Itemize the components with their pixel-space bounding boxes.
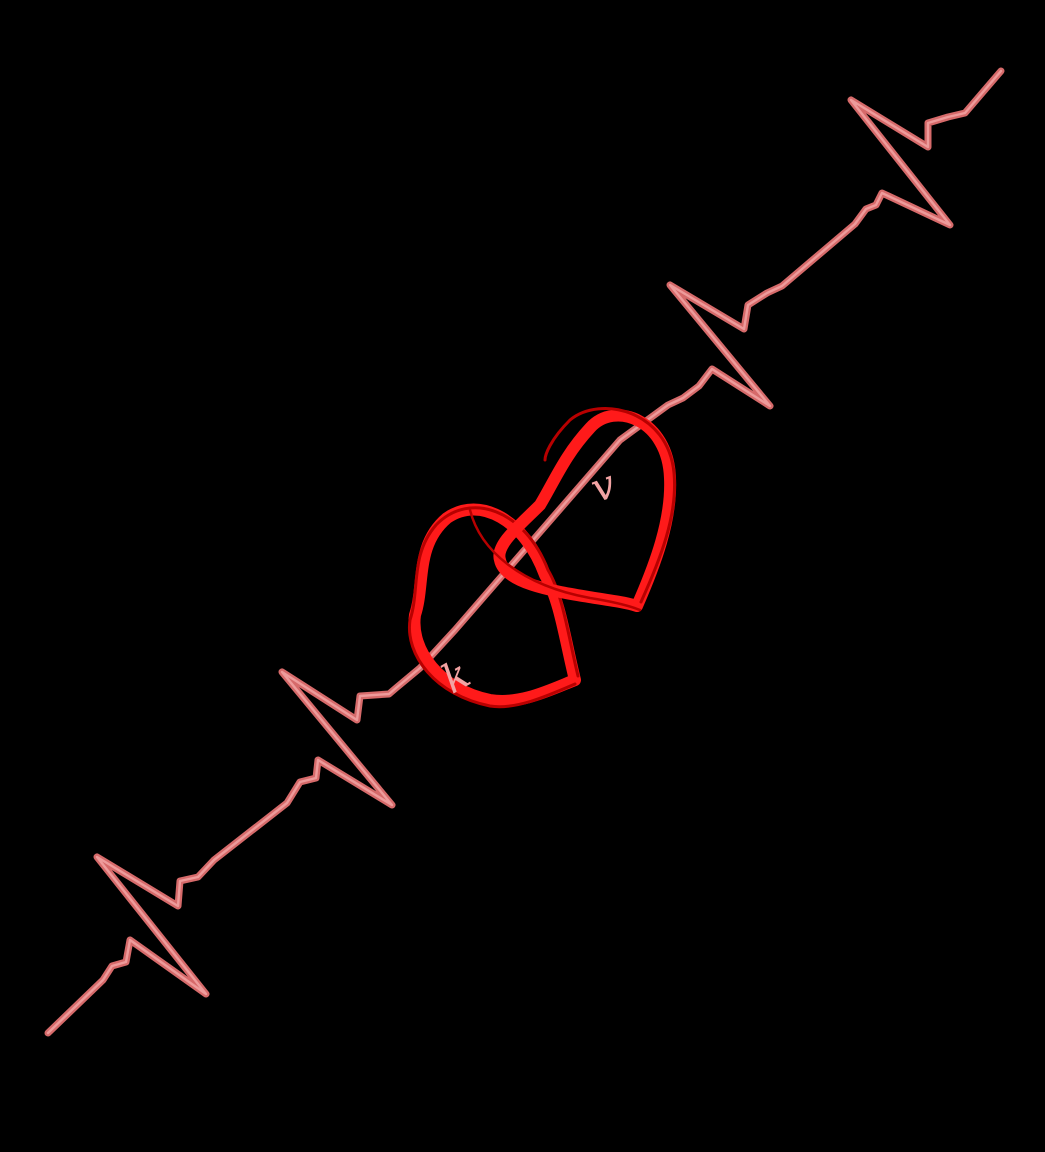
left-heart-sketch-stroke bbox=[407, 506, 580, 709]
initial-right: v bbox=[585, 461, 622, 512]
right-heart-sketch-stroke bbox=[543, 407, 677, 604]
right-heart-sketch-stroke-2 bbox=[468, 508, 642, 612]
right-heart-outline bbox=[493, 409, 677, 612]
left-heart: k bbox=[407, 503, 581, 709]
heartbeat-line bbox=[44, 67, 1005, 1037]
heartbeat-line-highlight bbox=[46, 69, 1003, 1035]
left-heart-outline bbox=[408, 503, 581, 707]
